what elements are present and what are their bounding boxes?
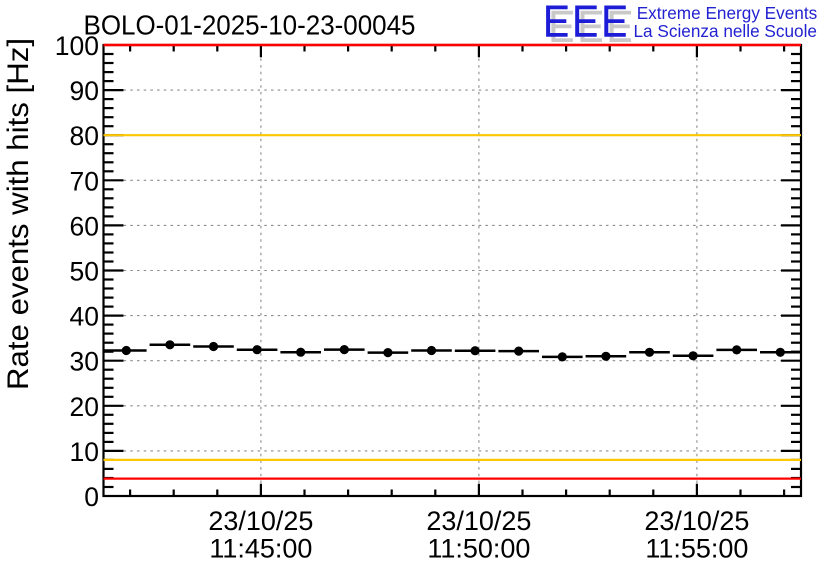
svg-text:40: 40 [70,302,99,332]
svg-text:60: 60 [70,211,99,241]
svg-text:La Scienza nelle Scuole: La Scienza nelle Scuole [634,21,817,41]
svg-text:30: 30 [70,347,99,377]
svg-text:Extreme Energy Events: Extreme Energy Events [637,3,818,23]
svg-text:BOLO-01-2025-10-23-00045: BOLO-01-2025-10-23-00045 [84,8,416,40]
svg-text:80: 80 [70,121,99,151]
svg-text:Rate events with hits [Hz]: Rate events with hits [Hz] [2,38,35,390]
svg-text:70: 70 [70,166,99,196]
svg-text:11:55:00: 11:55:00 [645,534,748,564]
svg-text:90: 90 [70,76,99,106]
svg-text:11:50:00: 11:50:00 [427,534,530,564]
svg-text:11:45:00: 11:45:00 [209,534,312,564]
svg-text:23/10/25: 23/10/25 [644,506,749,536]
svg-text:20: 20 [70,392,99,422]
svg-text:23/10/25: 23/10/25 [426,506,531,536]
svg-text:10: 10 [70,437,99,467]
svg-text:50: 50 [70,257,99,287]
svg-text:23/10/25: 23/10/25 [208,506,313,536]
svg-text:100: 100 [55,31,99,61]
svg-text:0: 0 [84,482,99,512]
